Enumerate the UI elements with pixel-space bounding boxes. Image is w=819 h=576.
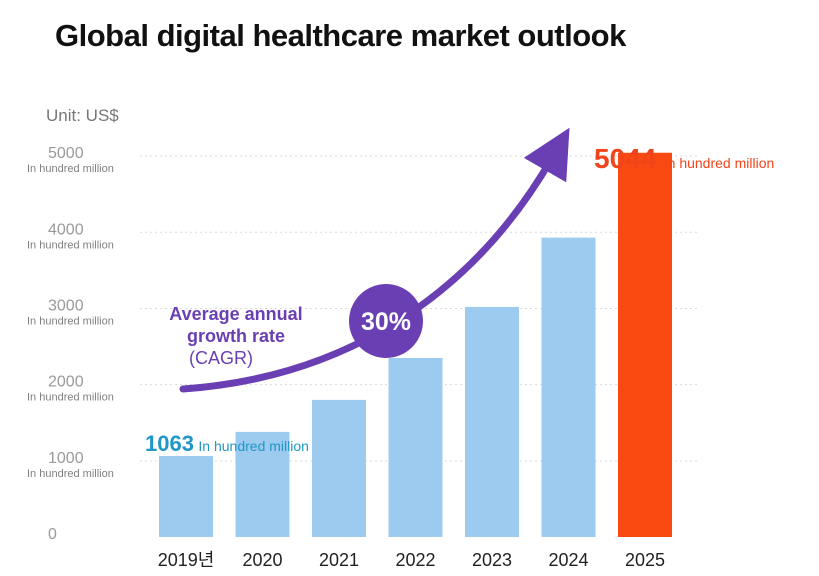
x-axis: 2019년 2020 2021 2022 2023 2024 2025 [158,550,665,570]
bar-2025 [618,152,672,538]
last-bar-value: 5044 [594,143,657,174]
first-bar-unit: In hundred million [198,438,309,454]
unit-label: Unit: US$ [46,106,119,125]
cagr-label-line-2: growth rate [187,326,285,346]
first-bar-value: 1063 [145,431,194,456]
cagr-label-line-3: (CAGR) [189,348,253,368]
x-tick-label: 2021 [319,550,359,570]
y-tick-label: 5000 [48,145,84,162]
cagr-label-line-1: Average annual [169,304,302,324]
bar-2022 [388,357,443,537]
chart-title: Global digital healthcare market outlook [55,18,626,53]
x-tick-label: 2025 [625,550,665,570]
first-bar-annotation: 1063 In hundred million [145,431,309,456]
y-tick-label: 2000 [48,374,84,391]
y-tick-label: 1000 [48,450,84,467]
x-tick-label: 2023 [472,550,512,570]
cagr-badge [349,284,423,358]
cagr-value: 30% [361,308,411,336]
bar-layer [159,152,672,538]
x-tick-label: 2020 [242,550,282,570]
last-bar-annotation: 5044 In hundred million [594,143,774,174]
y-tick-label: 0 [48,526,57,543]
y-tick-sublabel: In hundred million [27,392,114,404]
x-tick-label: 2019년 [158,550,215,570]
bar-2024 [541,237,596,537]
bar-2019년 [159,456,213,537]
y-tick-sublabel: In hundred million [27,468,114,480]
y-tick-label: 4000 [48,221,84,238]
y-tick-sublabel: In hundred million [27,239,114,251]
x-tick-label: 2022 [395,550,435,570]
y-tick-sublabel: In hundred million [27,163,114,175]
bar-2020 [235,431,290,537]
y-tick-sublabel: In hundred million [27,315,114,327]
bar-2021 [312,399,366,537]
y-tick-label: 3000 [48,297,84,314]
x-tick-label: 2024 [548,550,588,570]
last-bar-unit: In hundred million [664,155,775,171]
bar-2023 [465,306,519,537]
